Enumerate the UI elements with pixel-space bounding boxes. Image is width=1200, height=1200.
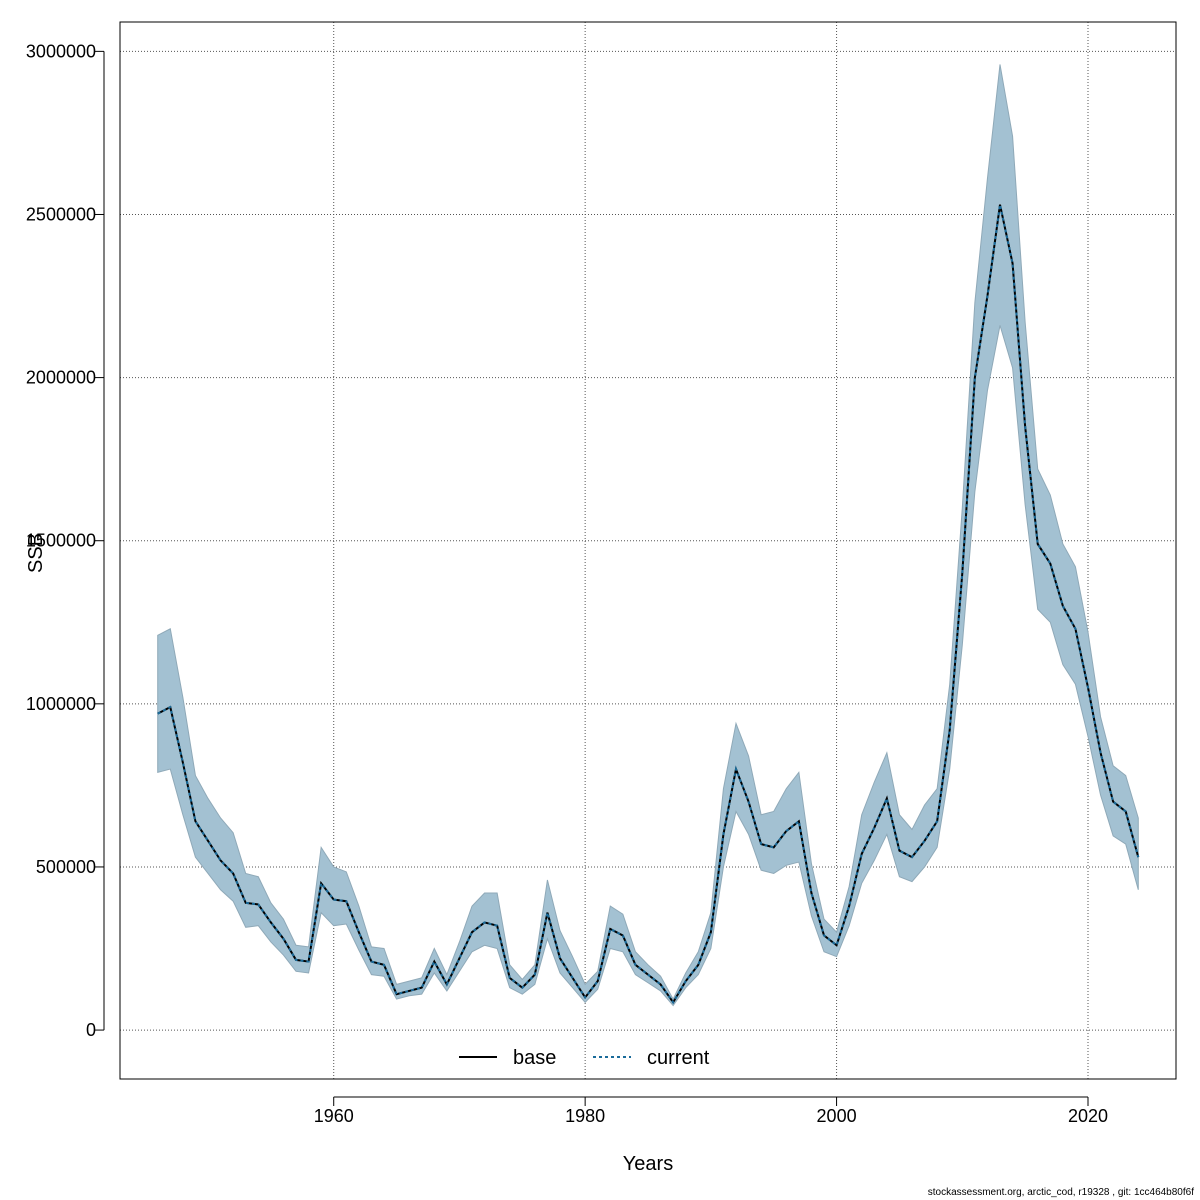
x-tick-label: 1960 [314, 1106, 354, 1126]
y-tick-label: 3000000 [26, 41, 96, 61]
x-axis: 1960 1980 2000 2020 [314, 1096, 1108, 1126]
series-layer [157, 204, 1140, 1005]
y-tick-label: 2500000 [26, 204, 96, 224]
x-tick-label: 2000 [817, 1106, 857, 1126]
y-tick-label: 2000000 [26, 368, 96, 388]
legend-label-current: current [647, 1047, 710, 1069]
legend: base current [459, 1047, 710, 1069]
y-tick-label: 1000000 [26, 694, 96, 714]
plot-frame [119, 21, 1177, 1080]
x-axis-title: Years [623, 1153, 673, 1175]
footer-credit: stockassessment.org, arctic_cod, r19328 … [927, 1187, 1194, 1198]
y-tick-label: 500000 [36, 857, 96, 877]
legend-label-base: base [513, 1047, 556, 1069]
series-line-current [157, 204, 1140, 1005]
y-tick-label: 0 [86, 1020, 96, 1040]
x-tick-label: 1980 [565, 1106, 605, 1126]
confidence-band-layer [157, 64, 1139, 1007]
y-axis-title: SSB [25, 533, 47, 573]
x-tick-label: 2020 [1068, 1106, 1108, 1126]
confidence-band [157, 64, 1139, 1007]
y-axis: 0 500000 1000000 1500000 2000000 2500000 30000… [26, 41, 105, 1040]
y-tick-label: 1500000 [26, 531, 96, 551]
